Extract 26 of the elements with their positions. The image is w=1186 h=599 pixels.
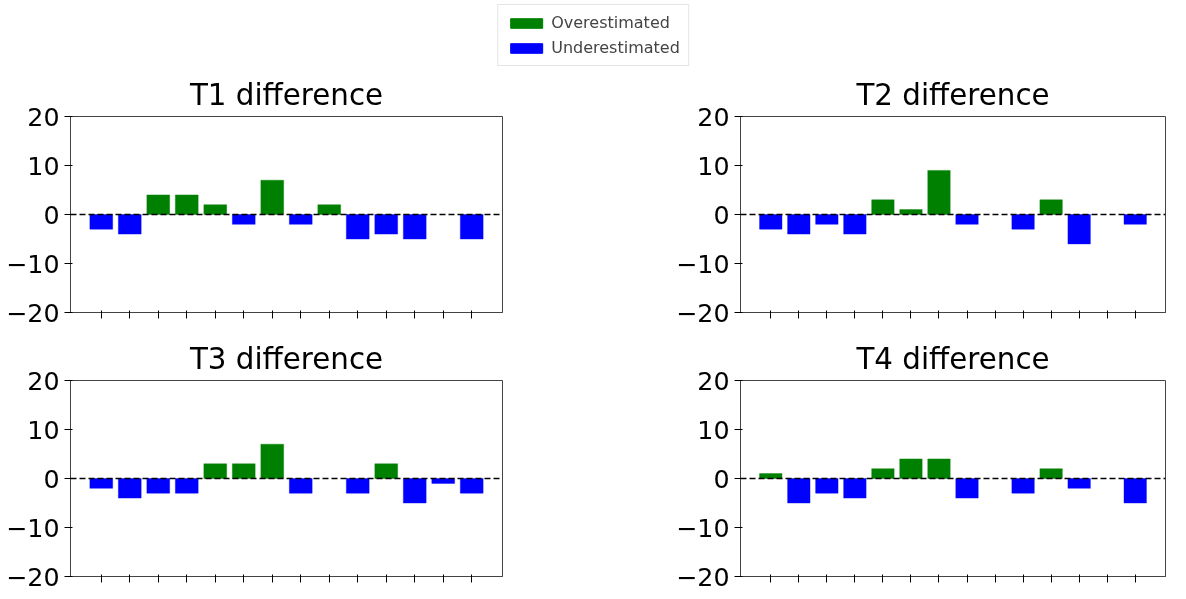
y-tick-label: 10 [697, 150, 730, 181]
y-tick-label: −10 [6, 512, 60, 543]
legend-label: Underestimated [551, 38, 680, 57]
y-tick-label: −20 [676, 561, 730, 592]
y-tick-label: 20 [27, 365, 60, 396]
y-tick-label: −10 [6, 248, 60, 279]
chart-title: T2 difference [855, 77, 1050, 112]
y-tick-label: 10 [697, 414, 730, 445]
y-tick-label: −20 [676, 297, 730, 328]
y-tick-label: −20 [6, 561, 60, 592]
chart-title: T4 difference [855, 341, 1050, 376]
y-tick-label: 0 [43, 199, 60, 230]
y-tick-label: −10 [676, 512, 730, 543]
y-tick-label: −10 [676, 248, 730, 279]
y-tick-label: 0 [713, 463, 730, 494]
y-tick-label: 20 [697, 365, 730, 396]
chart-title: T3 difference [188, 341, 384, 376]
y-tick-label: −20 [6, 297, 60, 328]
y-tick-label: 10 [27, 150, 60, 181]
y-tick-label: 20 [27, 101, 60, 132]
y-tick-label: 20 [697, 101, 730, 132]
chart-title: T1 difference [188, 77, 384, 112]
y-tick-label: 10 [27, 414, 60, 445]
y-tick-label: 0 [43, 463, 60, 494]
y-tick-label: 0 [713, 199, 730, 230]
legend-label: Overestimated [551, 13, 670, 32]
